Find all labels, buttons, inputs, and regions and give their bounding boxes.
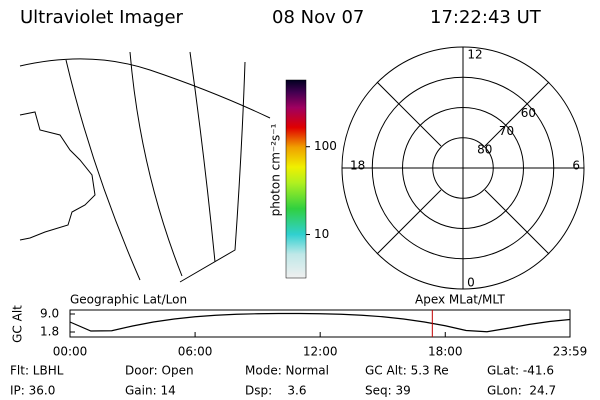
map: [19, 51, 271, 283]
altitude-line: [69, 312, 571, 333]
colorbar: [285, 79, 307, 279]
status-field: GLon: 24.7: [487, 384, 556, 398]
polar-grid: [341, 46, 585, 290]
title: Ultraviolet Imager: [20, 7, 184, 28]
mlt-label: 6: [572, 159, 580, 173]
status-field: GLat: -41.6: [487, 364, 554, 378]
date: 08 Nov 07: [272, 7, 364, 28]
lat-ring: [371, 76, 555, 260]
lat-label: 80: [477, 142, 492, 156]
y-axis-label: GC Alt: [11, 305, 25, 343]
left-title: Geographic Lat/Lon: [70, 293, 187, 307]
status-field: GC Alt: 5.3 Re: [365, 364, 449, 378]
status-field: Dsp: 3.6: [245, 384, 307, 398]
status-field: IP: 36.0: [10, 384, 55, 398]
status-field: Flt: LBHL: [10, 364, 64, 378]
mlt-label: 0: [467, 276, 475, 290]
lat-label: 70: [499, 124, 514, 138]
lat-ring: [432, 137, 494, 199]
colorbar-tick-label: 10: [314, 227, 329, 241]
y-tick-label: 9.0: [40, 307, 59, 321]
colorbar-label: photon cm⁻²s⁻¹: [269, 123, 283, 216]
x-tick-label: 18:00: [428, 345, 463, 359]
y-tick-label: 1.8: [40, 325, 59, 339]
lat-ring: [402, 107, 524, 229]
status-field: Seq: 39: [365, 384, 411, 398]
lat-label: 60: [521, 106, 536, 120]
x-tick-label: 00:00: [53, 345, 88, 359]
mlt-label: 18: [350, 159, 365, 173]
x-tick-label: 23:59: [553, 345, 588, 359]
right-title: Apex MLat/MLT: [415, 293, 505, 307]
x-tick-label: 06:00: [178, 345, 213, 359]
time: 17:22:43 UT: [430, 7, 542, 28]
status-field: Door: Open: [125, 364, 194, 378]
status-field: Mode: Normal: [245, 364, 329, 378]
x-tick-label: 12:00: [303, 345, 338, 359]
status-field: Gain: 14: [125, 384, 176, 398]
colorbar-tick-label: 100: [314, 139, 337, 153]
mlt-label: 12: [467, 48, 482, 62]
